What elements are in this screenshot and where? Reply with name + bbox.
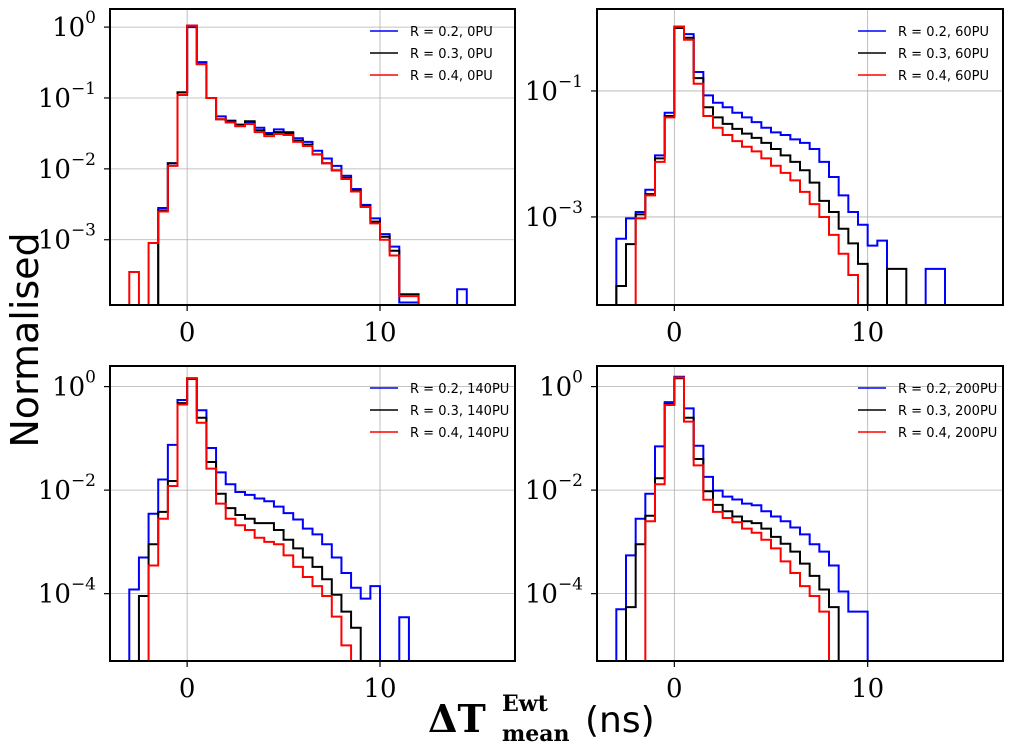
y-tick-label: 10−3 (38, 221, 96, 256)
panel-1: 0 10 10−3 10−2 10−1 100 R = 0.2, 0PU R = 0.3, 0… (38, 8, 516, 348)
x-axis-title-sup: Ewt (502, 691, 549, 717)
plot-frame (596, 365, 1004, 662)
legend-entry: R = 0.3, 140PU (410, 404, 509, 419)
panel-3: 0 10 10−4 10−2 100 R = 0.2, 140PU R = 0.3, 140… (38, 365, 516, 704)
legend-entry: R = 0.3, 200PU (898, 404, 997, 419)
x-tick-label: 10 (851, 318, 884, 348)
series-line-1 (128, 377, 419, 661)
x-axis-title-main: ΔT (428, 696, 486, 741)
x-tick-label: 10 (851, 674, 884, 704)
y-tick-label: 10−2 (38, 150, 96, 185)
series-group (615, 375, 878, 661)
y-tick-label: 10−4 (525, 575, 583, 610)
legend-entry: R = 0.4, 0PU (410, 69, 493, 84)
panel-4: 0 10 10−4 10−2 100 R = 0.2, 200PU R = 0.3, 200… (525, 365, 1004, 704)
series-line-3 (128, 24, 429, 305)
y-tick-label: 10−2 (38, 471, 96, 506)
legend: R = 0.2, 0PU R = 0.3, 0PU R = 0.4, 0PU (370, 25, 493, 84)
y-tick-label: 100 (52, 8, 96, 43)
y-axis-title: Normalised (3, 232, 47, 447)
series-group (128, 24, 477, 305)
series-line-2 (129, 378, 371, 661)
x-tick-label: 0 (179, 318, 196, 348)
x-tick-label: 0 (666, 318, 683, 348)
legend-entry: R = 0.3, 0PU (410, 47, 493, 62)
x-tick-label: 0 (666, 674, 683, 704)
series-line-2 (615, 26, 916, 305)
series-line-2 (148, 24, 429, 305)
y-tick-label: 100 (52, 368, 96, 403)
y-tick-label: 10−1 (525, 72, 583, 107)
x-tick-label: 10 (363, 674, 396, 704)
series-group (128, 377, 419, 661)
legend-entry: R = 0.3, 60PU (898, 47, 989, 62)
plot-frame (109, 365, 516, 662)
legend: R = 0.2, 60PU R = 0.3, 60PU R = 0.4, 60PU (858, 25, 989, 84)
x-axis-title-sub: mean (502, 721, 570, 747)
y-tick-label: 10−4 (38, 575, 96, 610)
series-line-3 (635, 376, 839, 661)
legend-entry: R = 0.2, 200PU (898, 382, 997, 397)
legend-entry: R = 0.4, 140PU (410, 426, 509, 441)
legend-entry: R = 0.4, 60PU (898, 69, 989, 84)
x-axis-title-unit: (ns) (585, 700, 655, 741)
legend-entry: R = 0.2, 60PU (898, 25, 989, 40)
x-tick-label: 0 (179, 674, 196, 704)
y-tick-label: 10−1 (38, 79, 96, 114)
series-line-1 (615, 375, 878, 661)
plot-frame (109, 8, 516, 306)
y-tick-label: 100 (539, 368, 583, 403)
legend: R = 0.2, 200PU R = 0.3, 200PU R = 0.4, 200… (858, 382, 997, 441)
y-tick-label: 10−2 (525, 471, 583, 506)
plot-frame (596, 8, 1004, 306)
x-tick-label: 10 (363, 318, 396, 348)
legend-entry: R = 0.2, 140PU (410, 382, 509, 397)
legend: R = 0.2, 140PU R = 0.3, 140PU R = 0.4, 140… (370, 382, 509, 441)
series-line-3 (138, 377, 361, 661)
series-group (615, 25, 955, 305)
legend-entry: R = 0.4, 200PU (898, 426, 997, 441)
legend-entry: R = 0.2, 0PU (410, 25, 493, 40)
series-line-3 (626, 25, 868, 305)
x-axis-title: ΔT Ewt mean (ns) (428, 691, 655, 747)
y-tick-label: 10−3 (525, 198, 583, 233)
